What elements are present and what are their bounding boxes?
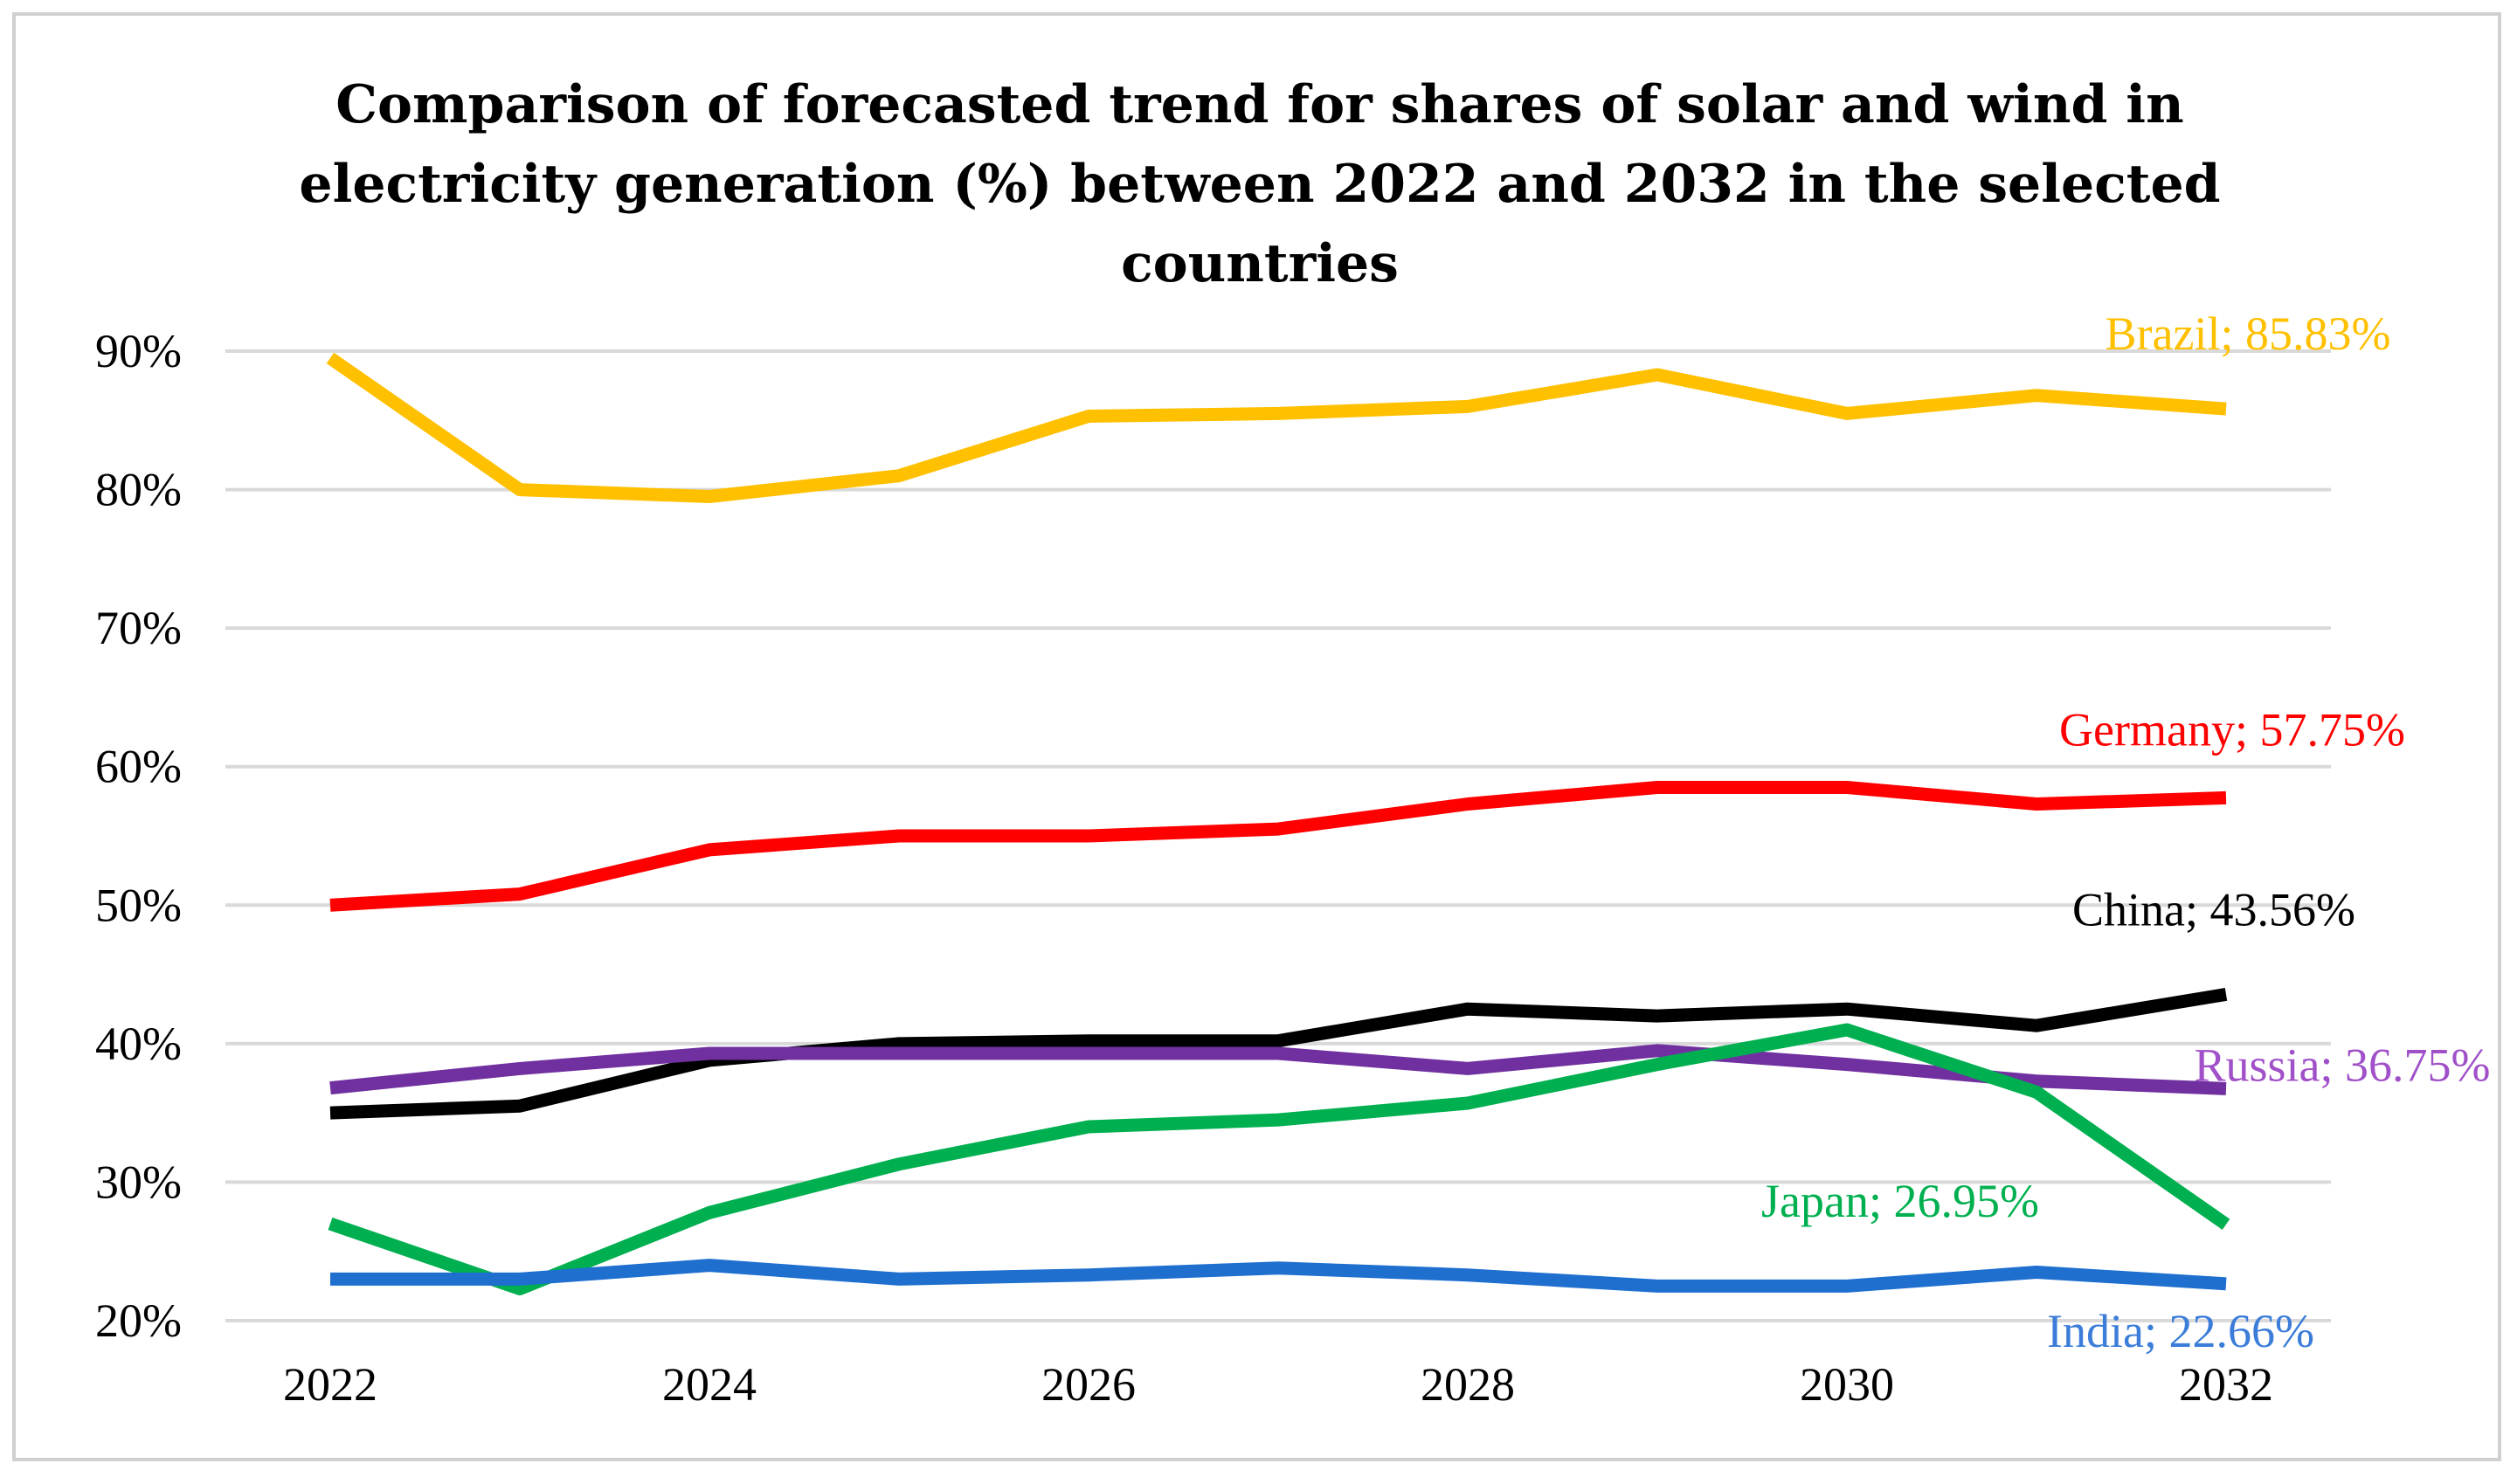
series-end-labels: Brazil; 85.83% Germany; 57.75% China; 43.5… — [1761, 307, 2490, 1357]
end-label-russia: Russia; 36.75% — [2194, 1039, 2490, 1091]
end-label-brazil: Brazil; 85.83% — [2106, 307, 2391, 360]
end-label-japan: Japan; 26.95% — [1761, 1175, 2039, 1227]
x-tick-label: 2028 — [1421, 1358, 1515, 1411]
chart-title-line-3: countries — [1121, 233, 1399, 294]
series-line-india — [330, 1259, 2227, 1293]
chart-title-line-1: Comparison of forecasted trend for share… — [335, 74, 2183, 135]
y-tick-label: 70% — [95, 602, 182, 654]
y-tick-label: 50% — [95, 879, 182, 931]
x-axis-ticks: 2022 2024 2026 2028 2030 2032 — [283, 1358, 2273, 1411]
chart-title: Comparison of forecasted trend for share… — [299, 74, 2220, 294]
y-tick-label: 20% — [95, 1294, 182, 1347]
y-tick-label: 40% — [95, 1018, 182, 1070]
y-tick-label: 80% — [95, 464, 182, 516]
x-tick-label: 2022 — [283, 1358, 377, 1411]
x-tick-label: 2024 — [662, 1358, 757, 1411]
x-tick-label: 2030 — [1800, 1358, 1894, 1411]
y-tick-label: 90% — [95, 325, 182, 377]
series-line-japan — [328, 1023, 2230, 1295]
x-tick-label: 2032 — [2179, 1358, 2273, 1411]
series-line-brazil — [326, 352, 2227, 503]
end-label-germany: Germany; 57.75% — [2059, 703, 2405, 756]
series-line-china — [329, 988, 2228, 1120]
chart-title-line-2: electricity generation (%) between 2022 … — [299, 154, 2220, 215]
end-label-india: India; 22.66% — [2047, 1305, 2314, 1357]
y-tick-label: 60% — [95, 741, 182, 793]
y-tick-label: 30% — [95, 1156, 182, 1208]
chart-frame: Comparison of forecasted trend for share… — [12, 12, 2501, 1461]
x-tick-label: 2026 — [1041, 1358, 1136, 1411]
line-chart: Comparison of forecasted trend for share… — [95, 74, 2490, 1411]
series-lines — [326, 352, 2230, 1295]
series-line-germany — [329, 781, 2227, 912]
series-line-russia — [329, 1044, 2227, 1095]
end-label-china: China; 43.56% — [2072, 883, 2355, 935]
y-axis-ticks: 20% 30% 40% 50% 60% 70% 80% 90% — [95, 325, 182, 1347]
